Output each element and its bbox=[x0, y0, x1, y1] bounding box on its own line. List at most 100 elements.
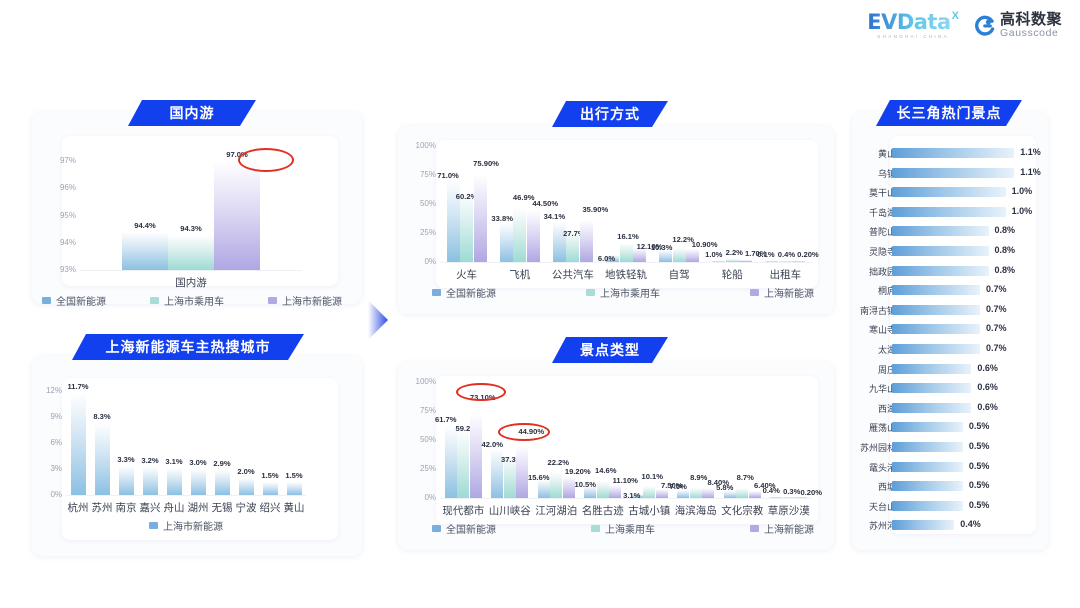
bar-value-label: 71.0% bbox=[437, 170, 459, 180]
bar-value-label: 46.9% bbox=[512, 192, 535, 202]
bar-value-label: 8.40% bbox=[707, 478, 730, 488]
rank-value-label: 0.5% bbox=[968, 421, 990, 432]
bar-value-label: 2.9% bbox=[213, 458, 231, 468]
bar-value-label: 33.8% bbox=[491, 213, 513, 223]
bar bbox=[782, 496, 795, 498]
category-label: 火车 bbox=[456, 269, 478, 281]
bar bbox=[659, 250, 673, 262]
bar-value-label: 14.6% bbox=[594, 466, 617, 476]
legend-item[interactable]: 上海市新能源 bbox=[149, 518, 223, 533]
bar bbox=[596, 481, 609, 498]
rank-bar bbox=[892, 363, 972, 374]
bar-value-label: 11.7% bbox=[67, 382, 89, 392]
bar-value-label: 27.7% bbox=[563, 228, 585, 238]
rank-value-label: 0.5% bbox=[968, 480, 990, 491]
bar-value-label: 42.0% bbox=[481, 440, 504, 450]
rank-value-label: 0.8% bbox=[994, 225, 1016, 236]
category-label: 草原沙漠 bbox=[767, 505, 810, 517]
y-axis-tick-label: 25% bbox=[419, 228, 436, 237]
y-axis-tick-label: 95% bbox=[59, 210, 76, 220]
legend-item[interactable]: 上海市乘用车 bbox=[150, 293, 224, 308]
rank-value-label: 0.8% bbox=[994, 264, 1016, 275]
bar bbox=[537, 479, 550, 498]
bar bbox=[584, 485, 597, 498]
y-axis-tick-label: 0% bbox=[50, 490, 62, 499]
legend-item[interactable]: 上海市乘用车 bbox=[586, 285, 660, 300]
bar bbox=[606, 255, 619, 262]
rank-value-label: 0.7% bbox=[985, 343, 1007, 353]
rank-bar bbox=[892, 461, 963, 472]
bar-value-label: 3.1% bbox=[623, 491, 641, 501]
y-axis-tick-label: 75% bbox=[419, 170, 436, 179]
rank-label: 太湖 bbox=[877, 345, 896, 355]
bar bbox=[526, 210, 540, 262]
chart-legend: 全国新能源 上海市乘用车 上海新能源 bbox=[432, 285, 814, 300]
y-axis-tick-label: 50% bbox=[419, 199, 436, 208]
category-label: 苏州 bbox=[91, 502, 113, 514]
legend-label: 上海市乘用车 bbox=[600, 289, 660, 300]
bar bbox=[503, 454, 516, 498]
bar-value-label: 10.90% bbox=[691, 240, 718, 250]
category-label: 嘉兴 bbox=[139, 502, 161, 514]
category-label: 自驾 bbox=[668, 269, 690, 281]
legend-label: 上海新能源 bbox=[764, 525, 814, 536]
y-axis-tick-label: 3% bbox=[50, 463, 62, 473]
bar bbox=[446, 179, 460, 262]
legend-swatch bbox=[268, 297, 277, 304]
rank-bar bbox=[892, 285, 980, 296]
legend-item[interactable]: 上海市新能源 bbox=[268, 293, 342, 308]
bar bbox=[748, 490, 761, 498]
rank-bar bbox=[892, 324, 980, 335]
rank-value-label: 0.5% bbox=[968, 441, 990, 451]
rank-label: 周庄 bbox=[877, 364, 896, 375]
bar-value-label: 3.3% bbox=[117, 455, 135, 465]
legend-item[interactable]: 全国新能源 bbox=[432, 285, 496, 300]
rank-value-label: 0.7% bbox=[985, 303, 1007, 314]
chart-legend: 全国新能源 上海乘用车 上海新能源 bbox=[432, 521, 814, 536]
bar bbox=[562, 475, 575, 498]
legend-item[interactable]: 全国新能源 bbox=[42, 293, 106, 308]
legend-label: 上海市乘用车 bbox=[164, 297, 224, 308]
bar bbox=[491, 449, 504, 498]
rank-value-label: 0.8% bbox=[994, 245, 1016, 255]
category-label: 名胜古迹 bbox=[581, 505, 624, 517]
bar-value-label: 44.90% bbox=[518, 426, 545, 436]
category-label: 国内游 bbox=[175, 277, 207, 289]
rank-label: 寒山寺 bbox=[868, 325, 896, 336]
bar-value-label: 12.2% bbox=[672, 234, 694, 244]
legend-label: 全国新能源 bbox=[446, 525, 496, 536]
bar-value-label: 10.3% bbox=[650, 243, 673, 253]
rank-bar bbox=[892, 344, 980, 354]
bar-value-label: 2.2% bbox=[725, 248, 743, 258]
bar-value-label: 97.0% bbox=[226, 150, 248, 160]
panel-title-cities: 上海新能源车主热搜城市 bbox=[72, 334, 304, 360]
chart-legend: 上海市新能源 bbox=[66, 518, 306, 533]
evdata-superscript: X bbox=[951, 10, 959, 22]
rank-value-label: 0.5% bbox=[968, 460, 990, 471]
rank-label: 雁荡山 bbox=[868, 423, 896, 434]
rank-bar bbox=[892, 246, 989, 256]
bar-value-label: 1.5% bbox=[261, 470, 279, 480]
bar-value-label: 2.0% bbox=[237, 466, 255, 476]
rank-label: 乌镇 bbox=[877, 168, 896, 179]
bar bbox=[262, 481, 278, 495]
rank-value-label: 0.7% bbox=[985, 284, 1007, 295]
legend-item[interactable]: 上海新能源 bbox=[750, 285, 814, 300]
bar-value-label: 8.3% bbox=[93, 411, 111, 421]
bar-value-label: 22.2% bbox=[547, 458, 570, 468]
rank-value-label: 1.1% bbox=[1020, 166, 1041, 177]
legend-item[interactable]: 上海乘用车 bbox=[591, 521, 655, 536]
bar bbox=[677, 489, 690, 498]
category-label: 无锡 bbox=[211, 502, 233, 514]
rank-value-label: 0.6% bbox=[977, 401, 998, 412]
rank-label: 苏州河 bbox=[868, 521, 896, 532]
legend-item[interactable]: 全国新能源 bbox=[432, 521, 496, 536]
y-axis-tick-label: 100% bbox=[415, 141, 436, 150]
bar bbox=[672, 247, 686, 262]
legend-item[interactable]: 上海新能源 bbox=[750, 521, 814, 536]
category-label: 黄山 bbox=[283, 502, 305, 514]
rank-label: 九华山 bbox=[868, 384, 896, 395]
rank-label: 普陀山 bbox=[868, 227, 896, 238]
bar-value-label: 0.20% bbox=[800, 487, 823, 497]
